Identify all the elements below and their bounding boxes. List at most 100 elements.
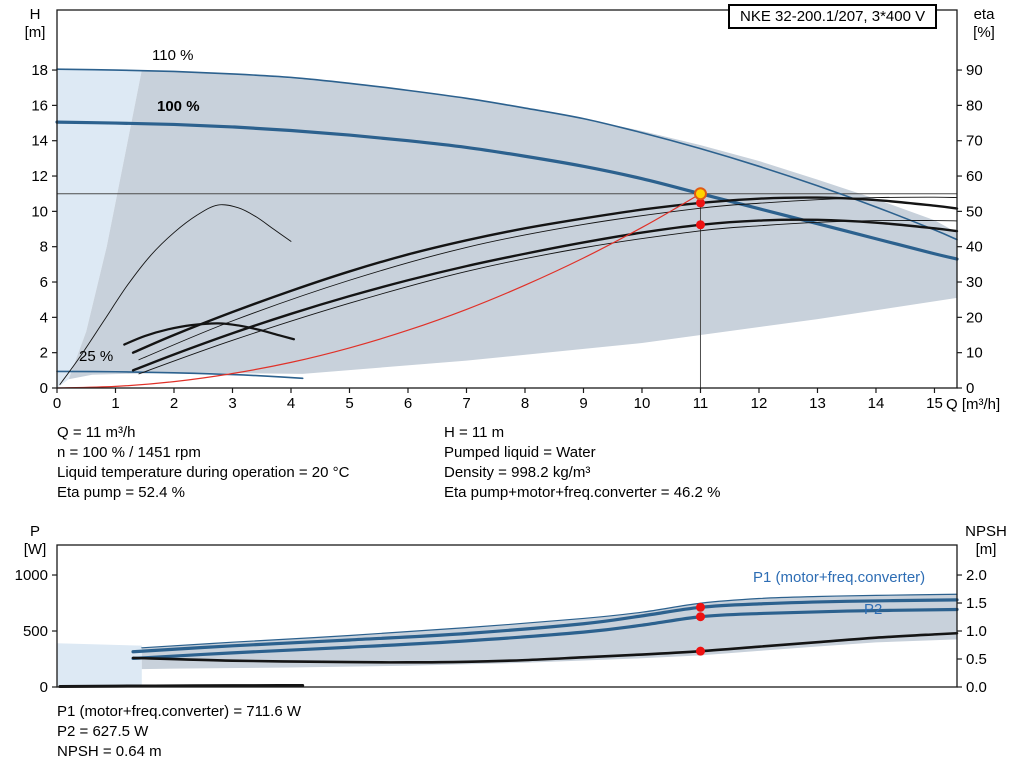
speed-110-label: 110 % xyxy=(152,47,194,64)
y-left-tick-label: 4 xyxy=(40,309,48,326)
y-right-tick-label: 60 xyxy=(966,168,983,185)
duty-point[interactable] xyxy=(693,187,707,201)
info-line-liquid: Pumped liquid = Water xyxy=(444,444,596,461)
x-tick-label: 4 xyxy=(287,395,295,412)
power-npsh-chart: 0 500 1000 0.0 0.5 1.0 1.5 2.0 xyxy=(15,544,987,696)
npsh-curve xyxy=(131,631,959,664)
pump-type-title: NKE 32-200.1/207, 3*400 V xyxy=(728,4,938,29)
x-tick-label: 1 xyxy=(111,395,119,412)
y-left-tick-label: 6 xyxy=(40,274,48,291)
x-tick-label: 2 xyxy=(170,395,178,412)
y-left-tick-label: 14 xyxy=(31,133,48,150)
info-line-head: H = 11 m xyxy=(444,424,505,441)
eta-pump-100pct xyxy=(131,196,959,354)
p2-curve xyxy=(131,607,959,661)
eta-pump-point xyxy=(695,198,705,208)
affinity-curve xyxy=(56,193,702,389)
q-axis-title: Q [m³/h] xyxy=(946,396,1001,413)
y-right-tick-label: 20 xyxy=(966,309,983,326)
y-left-tick-label: 12 xyxy=(31,168,48,185)
y-left-tick-label: 2 xyxy=(40,345,48,362)
y-right-tick-label: 90 xyxy=(966,62,983,79)
npsh-point xyxy=(695,646,705,656)
y-right-tick-label: 70 xyxy=(966,133,983,150)
curve-110pct xyxy=(56,68,958,241)
power-npsh-chart-frame xyxy=(56,544,958,688)
info-line-density: Density = 998.2 kg/m³ xyxy=(444,464,591,481)
y-right-tick-label: 50 xyxy=(966,203,983,220)
p1-curve xyxy=(131,598,959,654)
curve-25pct xyxy=(56,370,304,380)
x-tick-label: 9 xyxy=(579,395,587,412)
result-line-npsh: NPSH = 0.64 m xyxy=(57,743,162,760)
y-left-tick-label: 16 xyxy=(31,97,48,114)
eta-pump-25pct xyxy=(59,204,292,385)
result-line-p2: P2 = 627.5 W xyxy=(57,723,149,740)
x-tick-label: 8 xyxy=(521,395,529,412)
p1-curve-label: P1 (motor+freq.converter) xyxy=(753,569,926,586)
y-right-tick-label: 10 xyxy=(966,345,983,362)
x-tick-label: 12 xyxy=(751,395,768,412)
x-tick-label: 10 xyxy=(634,395,651,412)
eta-total-110pct xyxy=(138,219,958,375)
eta-pump-110pct xyxy=(138,196,958,361)
eta-total-100pct xyxy=(131,218,959,372)
x-tick-label: 14 xyxy=(868,395,885,412)
power-25pct-curve xyxy=(58,684,305,688)
x-tick-label: 5 xyxy=(345,395,353,412)
info-line-etapump: Eta pump = 52.4 % xyxy=(57,484,185,501)
y-right-tick-label: 0.0 xyxy=(966,679,987,696)
eta-total-point xyxy=(695,220,705,230)
speed-25-label: 25 % xyxy=(79,348,114,365)
y-left-tick-label: 0 xyxy=(40,679,48,696)
h-axis-title: H xyxy=(29,6,41,23)
y-right-tick-label: 0 xyxy=(966,380,974,397)
h-q-chart-frame xyxy=(56,9,958,389)
y-right-tick-label: 1.5 xyxy=(966,595,987,612)
x-tick-label: 13 xyxy=(809,395,826,412)
y-right-tick-label: 0.5 xyxy=(966,651,987,668)
low-flow-region-power xyxy=(57,643,142,687)
y-right-tick-label: 2.0 xyxy=(966,567,987,584)
y-left-tick-label: 1000 xyxy=(15,567,48,584)
h-q-chart: 0 1 2 3 4 5 6 7 8 9 10 11 12 13 14 15024681012141618010… xyxy=(31,9,983,412)
npsh-axis-title: NPSH xyxy=(965,523,1007,540)
eta-axis-title: eta xyxy=(973,6,995,23)
p-axis-title: P xyxy=(29,523,40,540)
p1-point xyxy=(695,602,705,612)
eta-axis-unit: [%] xyxy=(973,24,995,41)
y-left-tick-label: 18 xyxy=(31,62,48,79)
x-tick-label: 3 xyxy=(228,395,236,412)
p2-point xyxy=(695,612,705,622)
p2-curve-label: P2 xyxy=(864,601,883,618)
y-left-tick-label: 500 xyxy=(23,623,48,640)
y-right-tick-label: 80 xyxy=(966,97,983,114)
info-line-temp: Liquid temperature during operation = 20… xyxy=(57,464,350,481)
y-left-tick-label: 8 xyxy=(40,239,48,256)
info-line-etatotal: Eta pump+motor+freq.converter = 46.2 % xyxy=(444,484,721,501)
x-tick-label: 11 xyxy=(693,395,709,412)
x-tick-label: 0 xyxy=(53,395,61,412)
y-right-tick-label: 30 xyxy=(966,274,983,291)
npsh-axis-unit: [m] xyxy=(975,541,997,558)
speed-100-label: 100 % xyxy=(157,98,200,115)
y-left-tick-label: 10 xyxy=(31,203,48,220)
curve-100pct xyxy=(55,120,959,261)
h-axis-unit: [m] xyxy=(24,24,46,41)
low-flow-region xyxy=(57,69,142,388)
info-line-speed: n = 100 % / 1451 rpm xyxy=(57,444,201,461)
x-tick-label: 6 xyxy=(404,395,412,412)
result-line-p1: P1 (motor+freq.converter) = 711.6 W xyxy=(57,703,301,720)
x-tick-label: 7 xyxy=(462,395,470,412)
p1-max-curve xyxy=(141,593,958,649)
eta-total-25pct xyxy=(123,322,296,346)
p-axis-unit: [W] xyxy=(23,541,47,558)
y-left-tick-label: 0 xyxy=(40,380,48,397)
y-right-tick-label: 1.0 xyxy=(966,623,987,640)
operating-envelope xyxy=(68,70,957,380)
info-line-q: Q = 11 m³/h xyxy=(57,424,136,441)
x-tick-label: 15 xyxy=(926,395,943,412)
y-right-tick-label: 40 xyxy=(966,239,983,256)
